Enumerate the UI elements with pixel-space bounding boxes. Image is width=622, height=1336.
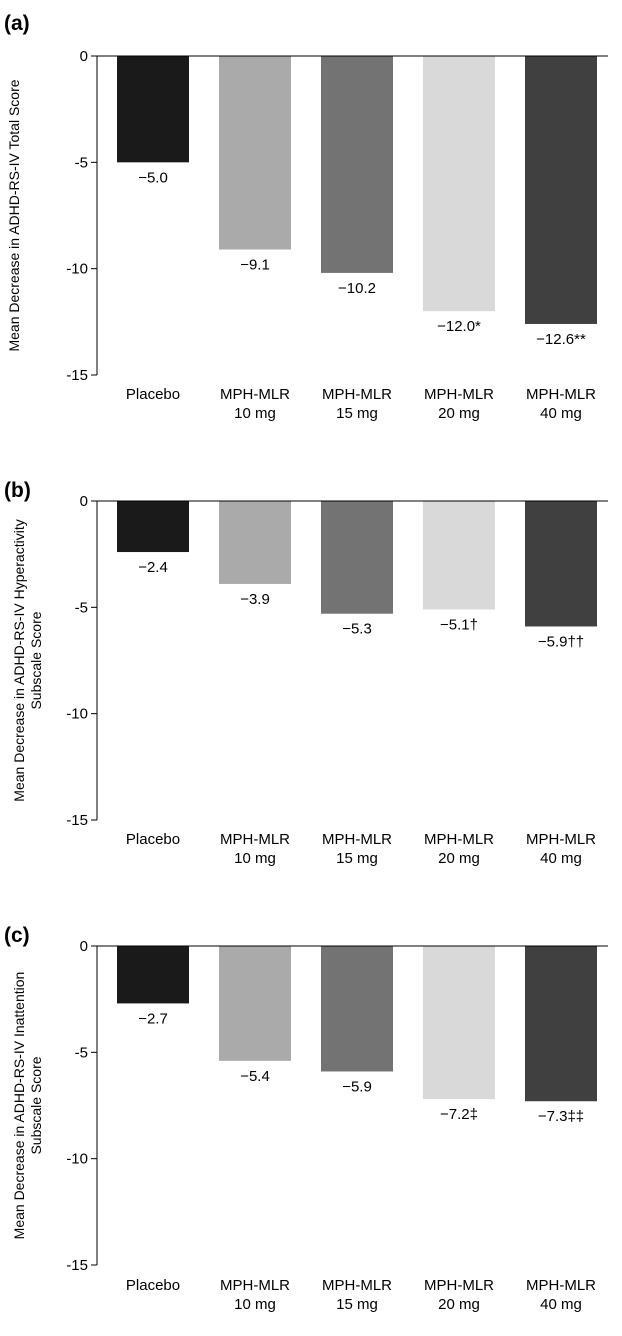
y-tick-label: -5 bbox=[75, 1044, 88, 1061]
data-label-1: −2.4 bbox=[138, 559, 168, 576]
data-label-4: −7.2‡ bbox=[440, 1106, 478, 1123]
bar-3 bbox=[321, 946, 393, 1072]
bar-5 bbox=[525, 946, 597, 1102]
data-label-5: −12.6** bbox=[536, 331, 586, 348]
panel-label: (c) bbox=[4, 924, 30, 947]
y-axis-title: Mean Decrease in ADHD-RS-IV Hyperactivit… bbox=[11, 519, 44, 801]
category-label-1: Placebo bbox=[126, 831, 180, 848]
y-axis-title-line: Subscale Score bbox=[28, 611, 44, 709]
category-label-line: MPH-MLR bbox=[526, 1277, 596, 1294]
category-label-line: 20 mg bbox=[438, 405, 480, 422]
category-label-line: 15 mg bbox=[336, 1296, 378, 1313]
category-label-line: MPH-MLR bbox=[424, 1277, 494, 1294]
category-label-2: MPH-MLR 10 mg bbox=[220, 831, 290, 867]
bar-4 bbox=[423, 946, 495, 1100]
category-label-line: Placebo bbox=[126, 386, 180, 403]
bar-5 bbox=[525, 56, 597, 324]
category-label-line: 20 mg bbox=[438, 1296, 480, 1313]
y-tick-label: 0 bbox=[80, 48, 88, 65]
category-label-line: MPH-MLR bbox=[322, 1277, 392, 1294]
data-label-4: −12.0* bbox=[437, 318, 481, 335]
y-axis-title: Mean Decrease in ADHD-RS-IV InattentionS… bbox=[11, 972, 44, 1240]
bar-2 bbox=[219, 56, 291, 250]
chart-panel-3: (c) Mean Decrease in ADHD-RS-IV Inattenti… bbox=[4, 924, 608, 1313]
category-label-line: 10 mg bbox=[234, 1296, 276, 1313]
category-label-5: MPH-MLR 40 mg bbox=[526, 831, 596, 867]
chart-panel-2: (b) Mean Decrease in ADHD-RS-IV Hyperacti… bbox=[4, 479, 608, 867]
data-label-1: −2.7 bbox=[138, 1010, 168, 1027]
category-label-line: 10 mg bbox=[234, 850, 276, 867]
y-tick-label: -10 bbox=[66, 1151, 88, 1168]
bar-1 bbox=[117, 946, 189, 1004]
category-label-line: 15 mg bbox=[336, 850, 378, 867]
category-label-line: MPH-MLR bbox=[220, 386, 290, 403]
category-label-line: MPH-MLR bbox=[322, 386, 392, 403]
category-label-line: 40 mg bbox=[540, 1296, 582, 1313]
category-label-line: MPH-MLR bbox=[526, 386, 596, 403]
data-label-4: −5.1† bbox=[440, 616, 478, 633]
bar-1 bbox=[117, 56, 189, 163]
data-label-2: −5.4 bbox=[240, 1068, 270, 1085]
category-label-line: Placebo bbox=[126, 831, 180, 848]
bar-4 bbox=[423, 56, 495, 312]
category-label-line: MPH-MLR bbox=[220, 831, 290, 848]
bar-4 bbox=[423, 501, 495, 610]
category-label-1: Placebo bbox=[126, 386, 180, 403]
data-label-5: −7.3‡‡ bbox=[538, 1108, 584, 1125]
data-label-2: −3.9 bbox=[240, 591, 270, 608]
category-label-line: 40 mg bbox=[540, 850, 582, 867]
y-tick-label: -15 bbox=[66, 367, 88, 384]
bar-2 bbox=[219, 501, 291, 584]
data-label-5: −5.9†† bbox=[538, 633, 584, 650]
category-label-4: MPH-MLR 20 mg bbox=[424, 831, 494, 867]
category-label-line: MPH-MLR bbox=[424, 386, 494, 403]
y-tick-label: -5 bbox=[75, 154, 88, 171]
category-label-line: MPH-MLR bbox=[424, 831, 494, 848]
category-label-5: MPH-MLR 40 mg bbox=[526, 1277, 596, 1313]
data-label-2: −9.1 bbox=[240, 257, 270, 274]
bar-2 bbox=[219, 946, 291, 1061]
category-label-5: MPH-MLR 40 mg bbox=[526, 386, 596, 422]
y-axis-title: Mean Decrease in ADHD-RS-IV Total Score bbox=[6, 79, 22, 351]
category-label-4: MPH-MLR 20 mg bbox=[424, 386, 494, 422]
data-label-3: −10.2 bbox=[338, 280, 376, 297]
y-tick-label: -10 bbox=[66, 706, 88, 723]
bar-3 bbox=[321, 501, 393, 614]
y-tick-label: -15 bbox=[66, 812, 88, 829]
category-label-2: MPH-MLR 10 mg bbox=[220, 1277, 290, 1313]
category-label-line: 15 mg bbox=[336, 405, 378, 422]
category-label-line: MPH-MLR bbox=[322, 831, 392, 848]
category-label-line: 10 mg bbox=[234, 405, 276, 422]
y-axis-title-line: Mean Decrease in ADHD-RS-IV Inattention bbox=[11, 972, 27, 1240]
bar-3 bbox=[321, 56, 393, 273]
chart-panel-1: (a) Mean Decrease in ADHD-RS-IV Total Sco… bbox=[4, 12, 608, 422]
y-axis-title-line: Mean Decrease in ADHD-RS-IV Hyperactivit… bbox=[11, 519, 27, 801]
y-tick-label: -10 bbox=[66, 261, 88, 278]
category-label-1: Placebo bbox=[126, 1277, 180, 1294]
bar-1 bbox=[117, 501, 189, 553]
panel-label: (a) bbox=[4, 12, 30, 35]
y-tick-label: -15 bbox=[66, 1257, 88, 1274]
category-label-line: MPH-MLR bbox=[526, 831, 596, 848]
category-label-line: 40 mg bbox=[540, 405, 582, 422]
category-label-line: MPH-MLR bbox=[220, 1277, 290, 1294]
category-label-3: MPH-MLR 15 mg bbox=[322, 831, 392, 867]
y-axis-title-line: Subscale Score bbox=[28, 1056, 44, 1154]
data-label-3: −5.9 bbox=[342, 1078, 372, 1095]
y-tick-label: 0 bbox=[80, 493, 88, 510]
y-tick-label: 0 bbox=[80, 938, 88, 955]
panel-label: (b) bbox=[4, 479, 31, 502]
category-label-3: MPH-MLR 15 mg bbox=[322, 386, 392, 422]
data-label-3: −5.3 bbox=[342, 621, 372, 638]
y-axis-title-line: Mean Decrease in ADHD-RS-IV Total Score bbox=[6, 79, 22, 351]
category-label-4: MPH-MLR 20 mg bbox=[424, 1277, 494, 1313]
category-label-line: Placebo bbox=[126, 1277, 180, 1294]
bar-5 bbox=[525, 501, 597, 627]
category-label-2: MPH-MLR 10 mg bbox=[220, 386, 290, 422]
category-label-line: 20 mg bbox=[438, 850, 480, 867]
category-label-3: MPH-MLR 15 mg bbox=[322, 1277, 392, 1313]
data-label-1: −5.0 bbox=[138, 169, 168, 186]
y-tick-label: -5 bbox=[75, 599, 88, 616]
